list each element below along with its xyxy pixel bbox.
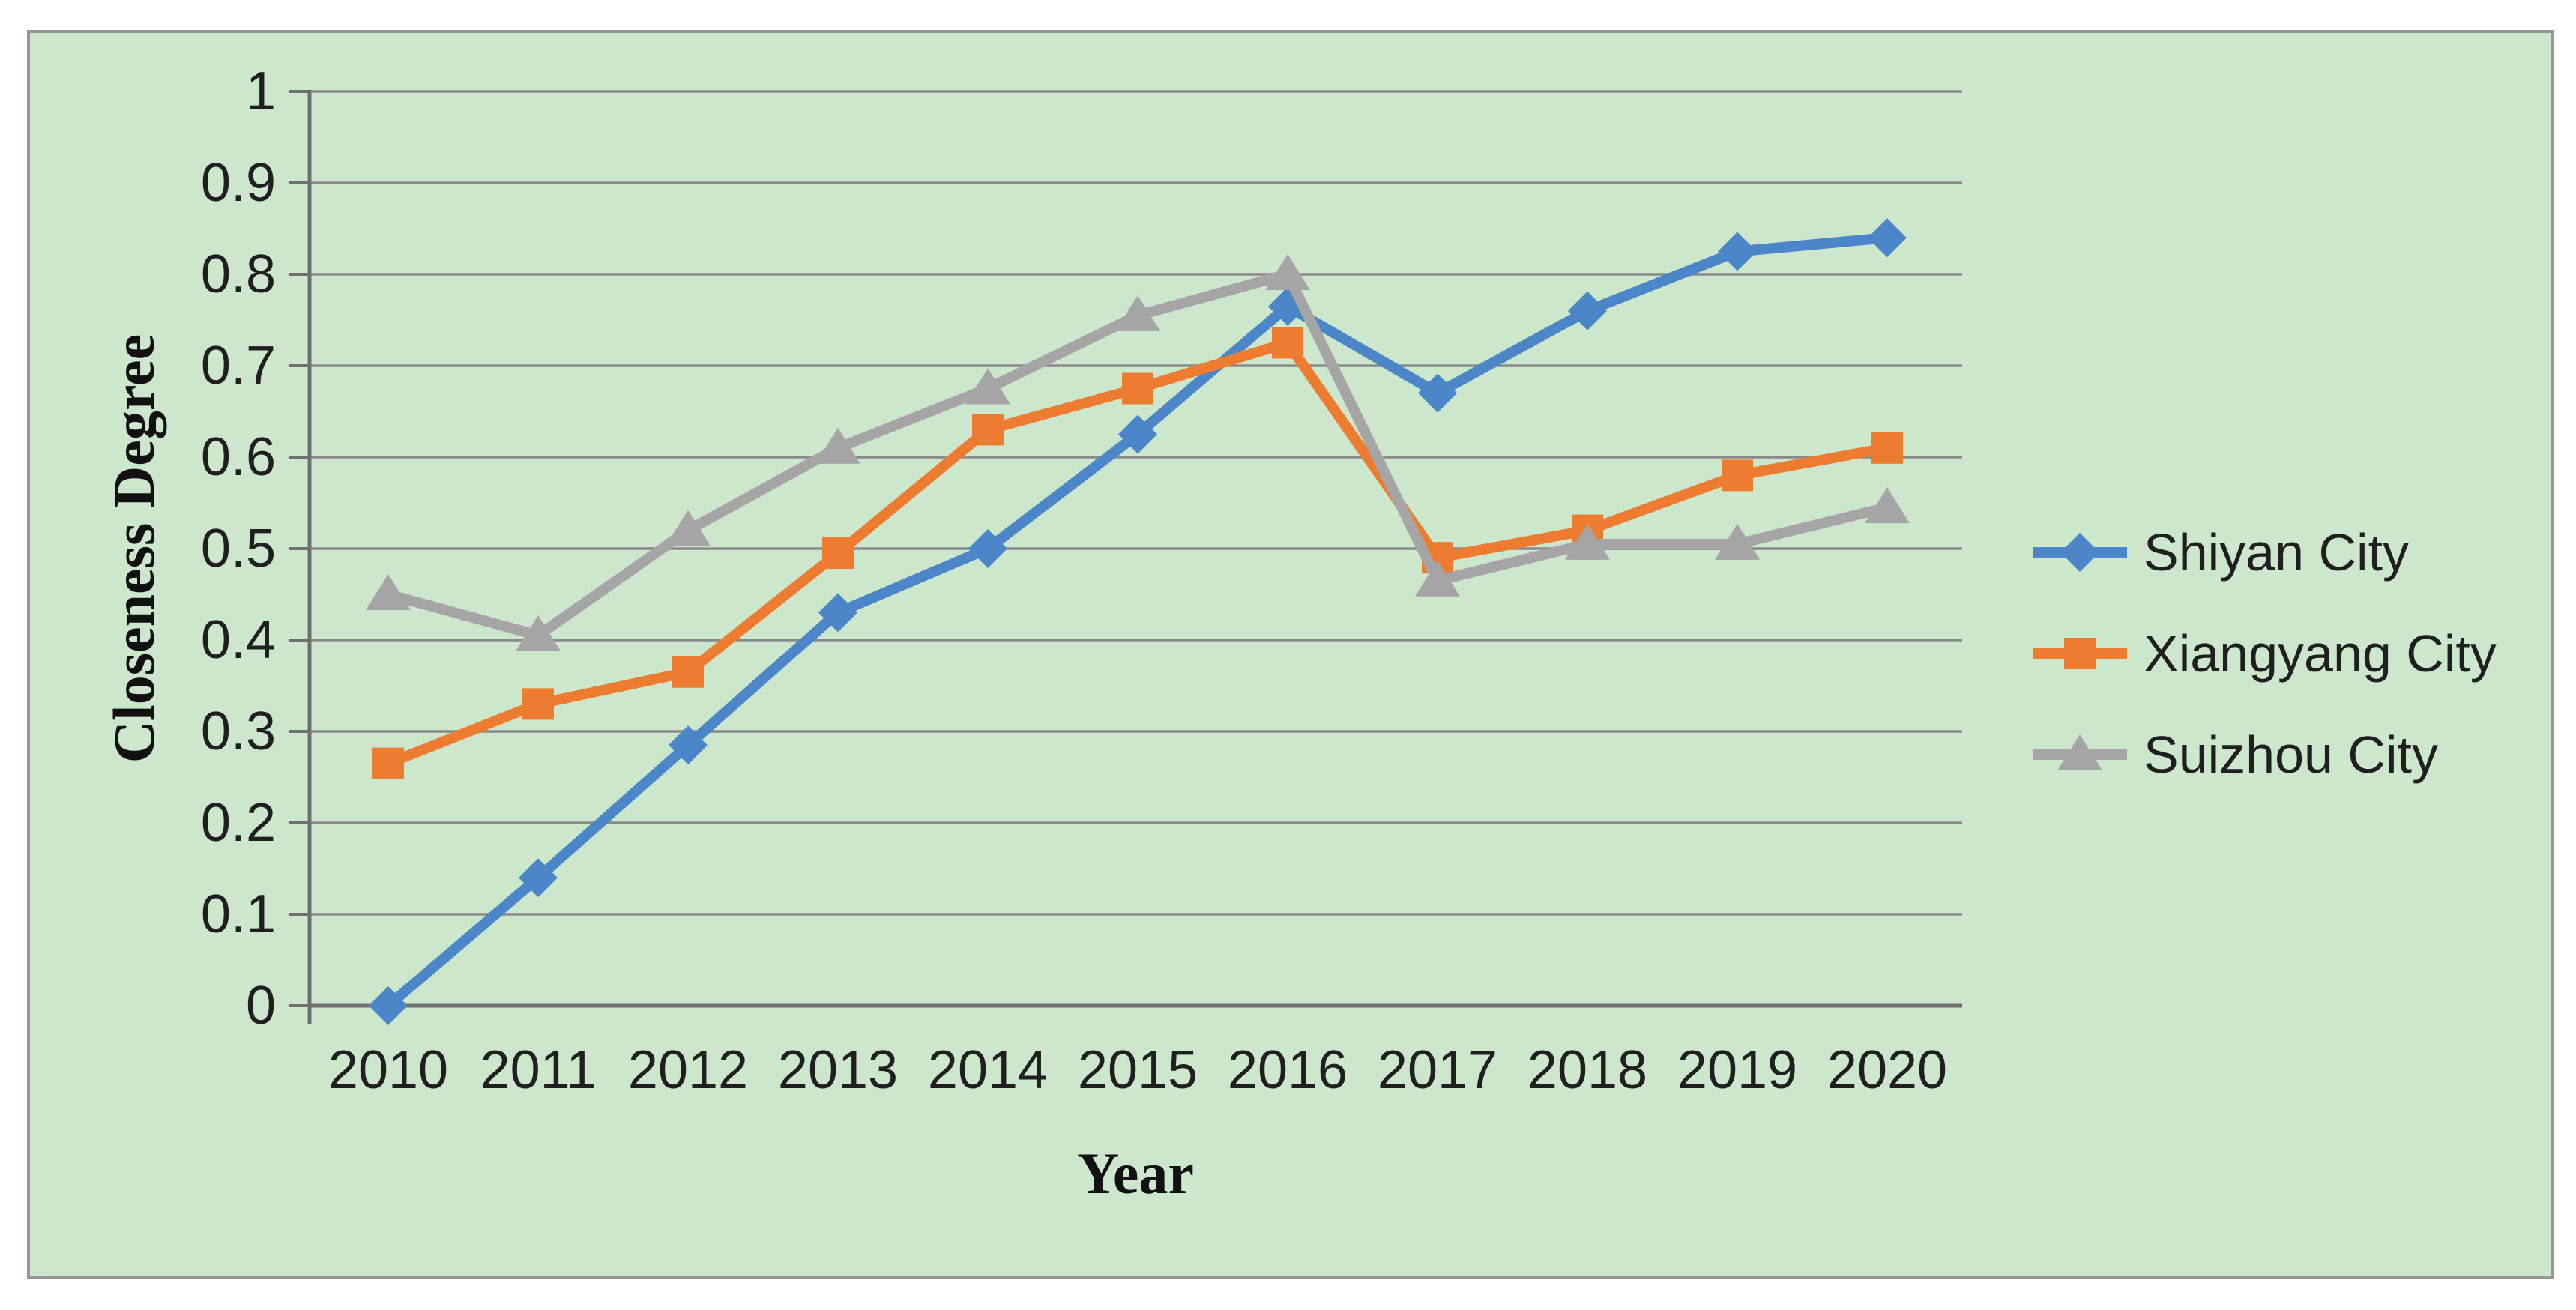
data-point-marker: [1118, 414, 1157, 454]
data-point-marker: [1418, 373, 1457, 413]
x-tick-label: 2018: [1527, 1040, 1647, 1100]
series-shiyan-city: [369, 218, 1907, 1025]
data-point-marker: [1115, 295, 1160, 331]
x-axis-title: Year: [1077, 1141, 1194, 1206]
legend-marker-diamond: [2060, 533, 2099, 572]
data-point-marker: [372, 747, 404, 779]
y-tick-label: 0.2: [201, 793, 276, 853]
chart-panel: [27, 30, 2554, 1279]
y-axis-title: Closeness Degree: [101, 334, 166, 764]
data-point-marker: [366, 574, 411, 610]
data-point-marker: [1568, 291, 1607, 330]
axes: [289, 90, 1962, 1024]
x-tick-label: 2010: [328, 1040, 448, 1100]
data-point-marker: [815, 427, 860, 464]
plot-series: [366, 218, 1910, 1025]
y-tick-label: 0.5: [201, 519, 276, 579]
data-point-marker: [965, 368, 1010, 405]
data-point-marker: [369, 986, 408, 1025]
legend-item-xiangyang-city: Xiangyang City: [2033, 624, 2497, 683]
x-tick-label: 2020: [1827, 1040, 1947, 1100]
y-tick-label: 0.6: [201, 427, 276, 487]
y-tick-label: 1: [246, 61, 276, 121]
data-point-marker: [519, 858, 558, 898]
y-tick-label: 0.4: [201, 610, 276, 670]
series-suizhou-city: [366, 254, 1910, 651]
x-tick-label: 2017: [1378, 1040, 1497, 1100]
y-tick-label: 0.9: [201, 153, 276, 213]
data-point-marker: [972, 414, 1004, 446]
data-point-marker: [1722, 459, 1753, 492]
x-tick-label: 2015: [1078, 1040, 1198, 1100]
gridlines: [310, 90, 1962, 916]
x-tick-label: 2016: [1228, 1040, 1348, 1100]
data-point-marker: [1718, 232, 1757, 271]
data-point-marker: [522, 688, 554, 720]
y-tick-label: 0.8: [201, 244, 276, 304]
x-tick-label: 2013: [778, 1040, 898, 1100]
data-point-marker: [1265, 254, 1310, 290]
data-point-marker: [1272, 327, 1303, 359]
legend-label: Shiyan City: [2144, 523, 2409, 582]
data-point-marker: [672, 656, 704, 688]
y-tick-label: 0: [246, 976, 276, 1036]
legend-marker-square: [2064, 638, 2096, 669]
x-tick-label: 2019: [1677, 1040, 1797, 1100]
data-point-marker: [968, 529, 1007, 568]
legend-label: Xiangyang City: [2144, 624, 2497, 683]
legend: Shiyan City Xiangyang City Suizhou City: [2033, 523, 2497, 784]
data-point-marker: [822, 537, 854, 570]
legend-marker-triangle: [2057, 734, 2102, 770]
data-point-marker: [669, 725, 708, 765]
y-tick-label: 0.7: [201, 336, 276, 396]
x-tick-label: 2012: [628, 1040, 748, 1100]
y-tick-label: 0.1: [201, 884, 276, 944]
data-point-marker: [1122, 372, 1153, 405]
data-point-marker: [818, 593, 857, 633]
x-axis-tick-labels: 2010 2011 2012 2013 2014 2015 2016 2017 2018 2019…: [328, 1040, 1947, 1100]
data-point-marker: [516, 615, 561, 651]
data-point-marker: [1415, 560, 1460, 597]
legend-item-suizhou-city: Suizhou City: [2033, 725, 2438, 784]
data-point-marker: [1865, 487, 1910, 524]
x-tick-label: 2014: [928, 1040, 1048, 1100]
legend-item-shiyan-city: Shiyan City: [2033, 523, 2409, 582]
data-point-marker: [666, 510, 711, 546]
legend-label: Suizhou City: [2144, 725, 2438, 784]
data-point-marker: [1565, 523, 1610, 560]
data-point-marker: [1871, 432, 1903, 464]
y-axis-tick-labels: 0 0.1 0.2 0.3 0.4 0.5 0.6 0.7 0.8 0.9 1: [201, 61, 276, 1036]
y-tick-label: 0.3: [201, 701, 276, 761]
data-point-marker: [1715, 523, 1760, 560]
x-tick-label: 2011: [480, 1040, 597, 1100]
data-point-marker: [1868, 218, 1907, 258]
